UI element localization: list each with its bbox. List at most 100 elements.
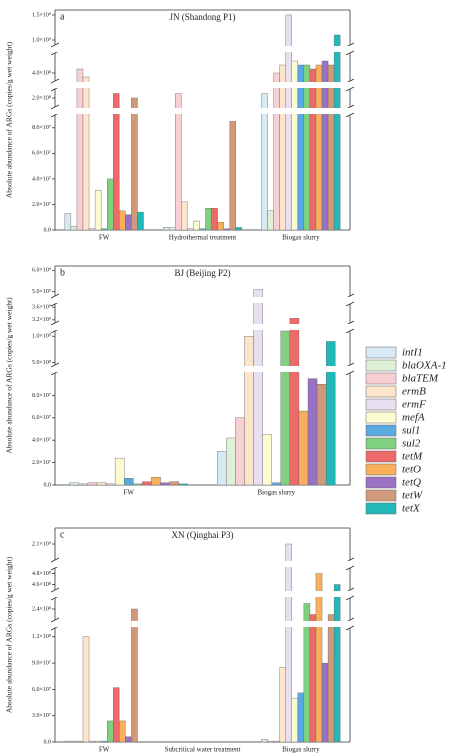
legend-swatch (365, 489, 397, 502)
legend-label: tetM (402, 451, 423, 463)
bar (261, 739, 268, 743)
legend-label: ermF (402, 399, 426, 411)
legend-swatch (365, 398, 397, 411)
legend-label: ermB (402, 386, 426, 398)
axis-break (50, 587, 60, 593)
bar (199, 228, 206, 231)
legend-label: tetX (402, 503, 421, 515)
legend-swatch (365, 372, 397, 385)
bar (297, 692, 305, 743)
legend-label: blaTEM (402, 373, 439, 385)
bar (70, 225, 78, 231)
bar (76, 68, 84, 231)
axis-break (50, 78, 60, 84)
y-tick-label: 5.0×10⁹ (32, 289, 51, 295)
y-tick-label: 9.0×10⁷ (32, 660, 51, 666)
y-tick-label: 0.0 (44, 482, 52, 488)
panel-title: BJ (Beijing P2) (174, 268, 230, 278)
axis-break (50, 293, 60, 299)
bar (211, 208, 218, 231)
bar (70, 740, 78, 743)
y-tick-label: 2.1×10⁹ (32, 541, 51, 547)
bar (119, 720, 126, 743)
bar (291, 697, 299, 743)
axis-break-gap (56, 108, 349, 114)
bar (267, 740, 274, 743)
y-tick-label: 2.0×10⁸ (32, 95, 51, 101)
bar (106, 720, 114, 743)
axis-break (345, 301, 355, 307)
y-tick-label: 0.0 (44, 739, 52, 745)
legend-swatch (365, 385, 397, 398)
axis-break (50, 362, 60, 368)
y-tick-label: 3.0×10⁷ (32, 713, 51, 719)
bar (78, 483, 89, 486)
y-tick-label: 6.0×10⁷ (32, 687, 51, 693)
y-axis-label: Absolute abundance of ARGs (copies/g wet… (5, 41, 14, 198)
axis-break-gap (56, 366, 349, 372)
panel-label: b (60, 267, 65, 278)
bar (64, 213, 72, 231)
legend-swatch (365, 411, 397, 424)
bar (217, 451, 227, 486)
bar (82, 76, 90, 231)
axis-break (345, 625, 355, 631)
axis-break (50, 42, 60, 48)
axis-break (345, 112, 355, 118)
bar (88, 228, 96, 231)
bar (119, 210, 126, 231)
bar (133, 483, 143, 486)
bar (261, 93, 268, 231)
legend-swatch (365, 463, 397, 476)
bar (333, 34, 341, 231)
legend-label: intI1 (402, 347, 423, 359)
bar (113, 687, 120, 743)
axis-break (345, 86, 355, 92)
axis-break (50, 104, 60, 110)
y-tick-label: 4.8×10⁸ (32, 571, 51, 577)
bar (226, 437, 236, 486)
bar (309, 614, 317, 743)
y-tick-label: 4.6×10⁸ (32, 582, 51, 588)
y-tick-label: 6.0×10⁷ (32, 151, 51, 157)
bar (307, 378, 318, 486)
x-tick-label: FW (99, 746, 110, 754)
axis-break-gap (56, 82, 349, 88)
bar (298, 410, 309, 486)
legend-label: tetW (402, 490, 423, 502)
bar (193, 220, 200, 231)
bar (151, 476, 161, 486)
axis-break-gap (56, 324, 349, 330)
legend-swatch (365, 346, 397, 359)
bar (316, 384, 327, 486)
bar (69, 482, 80, 486)
bar (113, 93, 120, 231)
bar (96, 482, 107, 486)
y-tick-label: 4.0×10⁸ (32, 70, 51, 76)
bar (88, 740, 96, 743)
axis-break (345, 328, 355, 334)
panel-title: JN (Shandong P1) (169, 12, 235, 22)
bar (217, 222, 224, 231)
bar (253, 289, 263, 486)
y-tick-label: 1.2×10⁸ (32, 634, 51, 640)
bar (114, 457, 125, 486)
bar (131, 608, 138, 743)
bar (279, 667, 286, 743)
y-tick-label: 1.5×10⁹ (32, 12, 51, 18)
axis-break (345, 595, 355, 601)
x-tick-label: FW (99, 234, 110, 242)
y-axis-label: Absolute abundance of ARGs (copies/g wet… (5, 556, 14, 713)
x-tick-label: FW (124, 489, 135, 497)
bar (271, 482, 281, 486)
legend-swatch (365, 502, 397, 515)
bar (315, 64, 323, 231)
bar (315, 573, 323, 743)
axis-break (345, 370, 355, 376)
bar (87, 482, 98, 486)
legend-swatch (365, 450, 397, 463)
legend-label: blaOXA-1 (402, 360, 447, 372)
bar (105, 483, 116, 486)
legend-label: mefA (402, 412, 425, 424)
panel-title: XN (Qinghai P3) (172, 530, 234, 540)
